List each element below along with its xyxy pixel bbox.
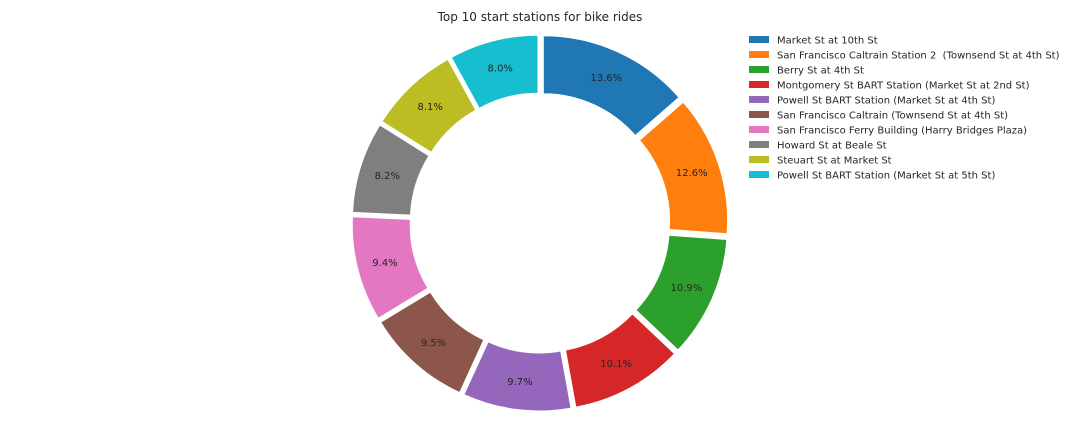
legend-swatch [749, 126, 769, 133]
donut-slice [381, 58, 477, 154]
donut-slice [542, 35, 680, 137]
legend-swatch [749, 96, 769, 103]
percentage-labels: 13.6% 12.6% 10.9% 10.1% 9.7% 9.5% 9.4% 8.2% 8.1%… [372, 64, 707, 389]
slice-percentage-label: 8.0% [488, 64, 513, 75]
slice-percentage-label: 8.2% [375, 171, 400, 182]
legend-label: San Francisco Caltrain Station 2 (Townse… [777, 51, 1060, 62]
legend-label: Howard St at Beale St [777, 141, 887, 152]
donut-slice [638, 101, 729, 235]
donut-slice [463, 341, 572, 412]
slice-percentage-label: 9.5% [421, 338, 446, 349]
legend-label: Market St at 10th St [777, 36, 878, 47]
slice-percentage-label: 10.9% [670, 283, 702, 294]
slice-percentage-label: 10.1% [600, 359, 632, 370]
donut-slice [450, 34, 539, 109]
legend-label: Powell St BART Station (Market St at 5th… [777, 171, 995, 182]
chart-title: Top 10 start stations for bike rides [437, 10, 643, 24]
legend-label: Powell St BART Station (Market St at 4th… [777, 96, 995, 107]
legend-label: Montgomery St BART Station (Market St at… [777, 81, 1030, 92]
legend-label: San Francisco Ferry Building (Harry Brid… [777, 126, 1027, 137]
legend-label: Steuart St at Market St [777, 156, 892, 167]
legend: Market St at 10th St San Francisco Caltra… [749, 36, 1060, 182]
legend-swatch [749, 81, 769, 88]
legend-label: San Francisco Caltrain (Townsend St at 4… [777, 111, 1008, 122]
legend-swatch [749, 111, 769, 118]
slice-percentage-label: 9.7% [507, 377, 532, 388]
legend-swatch [749, 36, 769, 43]
donut-slice [635, 234, 728, 351]
slice-percentage-label: 12.6% [676, 168, 708, 179]
donut-slice [564, 313, 676, 408]
donut-slice [380, 291, 485, 394]
slice-percentage-label: 9.4% [372, 258, 397, 269]
legend-swatch [749, 171, 769, 178]
legend-swatch [749, 66, 769, 73]
legend-swatch [749, 156, 769, 163]
slice-percentage-label: 8.1% [417, 102, 442, 113]
donut-slices [351, 34, 729, 412]
legend-swatch [749, 141, 769, 148]
donut-slice [352, 124, 430, 216]
legend-label: Berry St at 4th St [777, 66, 864, 77]
slice-percentage-label: 13.6% [590, 73, 622, 84]
donut-slice [351, 216, 429, 319]
legend-swatch [749, 51, 769, 58]
